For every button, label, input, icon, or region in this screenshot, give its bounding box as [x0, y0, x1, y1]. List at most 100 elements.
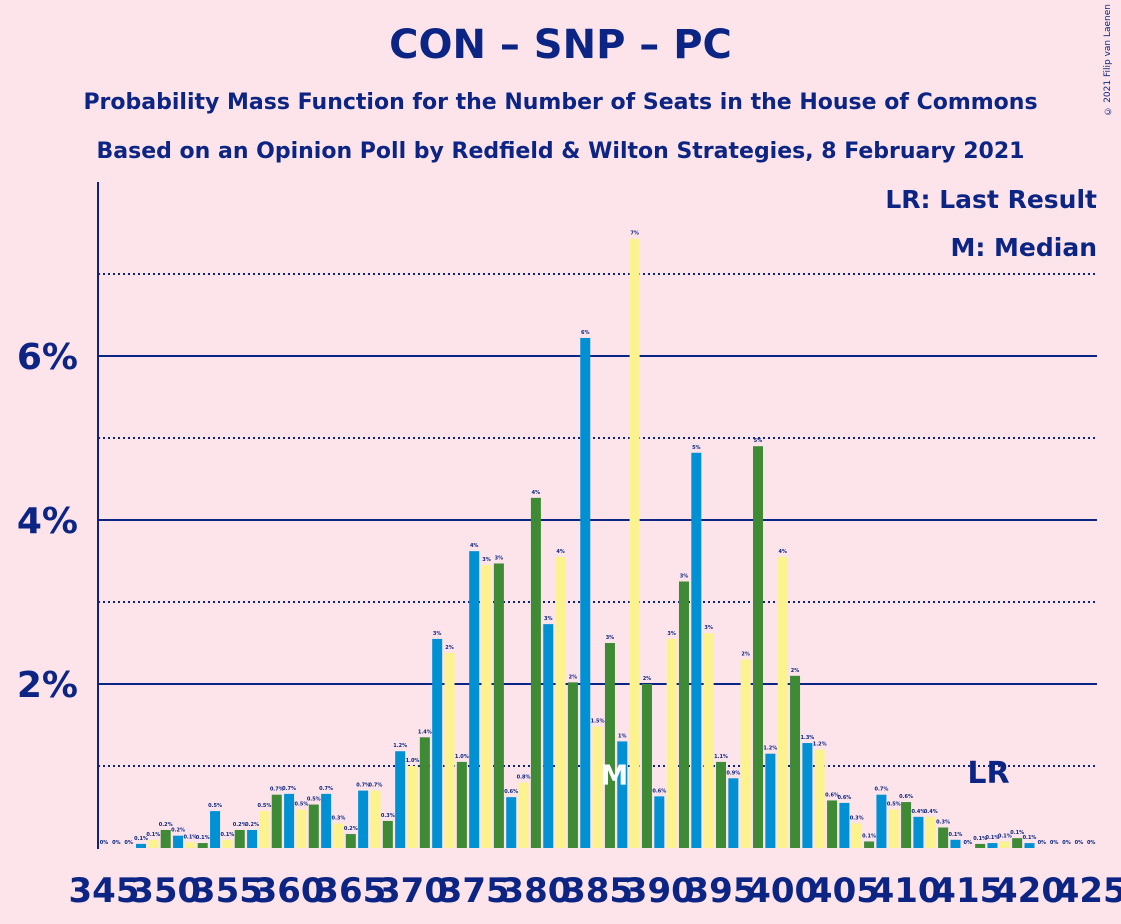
- bar-value-label: 2%: [569, 674, 578, 680]
- bar-value-label: 0.1%: [220, 832, 234, 838]
- bar-seat-394: [703, 633, 714, 848]
- bar-seat-395: [716, 761, 726, 848]
- bar-seat-405: [839, 802, 850, 848]
- bar-seat-348: [136, 843, 147, 848]
- bar-value-label: 0.2%: [159, 822, 173, 828]
- bar-value-label: 0.1%: [1023, 835, 1037, 841]
- bar-seat-375: [469, 551, 480, 848]
- bar-value-label: 7%: [630, 231, 639, 237]
- bar-value-label: 3%: [606, 635, 615, 641]
- bar-seat-361: [296, 809, 307, 848]
- bar-seat-370: [407, 766, 418, 848]
- bar-value-label: 0.1%: [1010, 830, 1024, 836]
- bar-seat-410: [901, 802, 912, 848]
- chart-title: CON – SNP – PC: [389, 22, 732, 68]
- legend-last-result: LR: Last Result: [885, 185, 1097, 214]
- bar-seat-360: [284, 793, 295, 848]
- bar-value-label: 1%: [618, 733, 627, 739]
- bar-value-label: 0.9%: [726, 770, 740, 776]
- x-tick-label: 420: [994, 871, 1065, 911]
- bar-value-label: 6%: [581, 330, 590, 336]
- bar-value-label: 0.7%: [369, 783, 383, 789]
- bar-seat-388: [629, 238, 640, 849]
- x-tick-label: 350: [130, 871, 201, 911]
- bar-value-label: 1.1%: [714, 754, 728, 760]
- bar-value-label: 2%: [643, 676, 652, 682]
- bar-value-label: 0.5%: [295, 801, 309, 807]
- bar-seat-407: [864, 841, 875, 848]
- x-tick-label: 395: [686, 871, 757, 911]
- bar-seat-359: [271, 794, 282, 848]
- bar-seat-403: [814, 749, 825, 848]
- bar-value-label: 0.7%: [282, 786, 296, 792]
- bar-seat-416: [975, 843, 986, 848]
- bar-seat-380: [530, 497, 541, 848]
- bar-seat-354: [210, 811, 221, 848]
- bar-seat-383: [567, 682, 578, 848]
- bar-value-label: 2%: [445, 645, 454, 651]
- bar-value-label: 0.7%: [356, 783, 370, 789]
- bar-value-label: 0.1%: [998, 833, 1012, 839]
- bar-value-label: 0.7%: [319, 786, 333, 792]
- bar-value-label: 1.4%: [418, 729, 432, 735]
- x-tick-label: 360: [254, 871, 325, 911]
- bar-value-label: 2%: [791, 668, 800, 674]
- bar-value-label: 0.6%: [652, 788, 666, 794]
- bar-value-label: 3%: [704, 625, 713, 631]
- x-tick-label: 365: [315, 871, 386, 911]
- bar-seat-367: [370, 790, 381, 848]
- bar-value-label: 0.3%: [850, 815, 864, 821]
- bar-seat-349: [148, 839, 159, 848]
- bar-value-label: 0.4%: [912, 809, 926, 815]
- bar-seat-378: [506, 797, 517, 848]
- bar-value-label: 0.1%: [146, 832, 160, 838]
- y-tick-label: 6%: [17, 337, 78, 378]
- bar-seat-368: [382, 820, 393, 848]
- bar-seat-363: [321, 793, 332, 848]
- bar-seat-352: [185, 842, 196, 848]
- bar-seat-401: [790, 675, 801, 848]
- bar-value-label: 0%: [1087, 840, 1096, 846]
- bar-value-label: 3%: [680, 574, 689, 580]
- bar-value-label: 0.1%: [134, 836, 148, 842]
- bar-value-label: 1.2%: [763, 746, 777, 752]
- bar-seat-371: [419, 737, 430, 848]
- bar-seat-399: [765, 753, 776, 848]
- bar-value-label: 0.3%: [381, 813, 395, 819]
- bar-value-label: 0.7%: [874, 787, 888, 793]
- bar-value-label: 0.1%: [196, 835, 210, 841]
- bar-seat-353: [197, 843, 208, 848]
- x-tick-label: 425: [1056, 871, 1121, 911]
- bar-seat-357: [247, 829, 258, 848]
- y-tick-label: 2%: [17, 665, 78, 706]
- bar-value-label: 4%: [532, 490, 541, 496]
- x-tick-label: 410: [871, 871, 942, 911]
- bar-seat-376: [481, 565, 492, 848]
- bar-value-label: 0%: [964, 840, 973, 846]
- bar-value-label: 0.1%: [986, 835, 1000, 841]
- bar-seat-391: [666, 638, 677, 848]
- bar-value-label: 1.0%: [406, 758, 420, 764]
- x-tick-label: 415: [932, 871, 1003, 911]
- bar-seat-396: [728, 778, 739, 848]
- bar-seat-417: [987, 843, 998, 848]
- bar-value-label: 0.3%: [936, 820, 950, 826]
- bar-value-label: 1.0%: [455, 754, 469, 760]
- bar-seat-414: [950, 839, 961, 848]
- bar-value-label: 0.5%: [208, 803, 222, 809]
- bar-value-label: 1.3%: [800, 735, 814, 741]
- bar-value-label: 0.7%: [270, 787, 284, 793]
- x-tick-label: 400: [747, 871, 818, 911]
- bar-seat-372: [432, 638, 443, 848]
- bar-value-label: 5%: [692, 445, 701, 451]
- bar-seat-418: [999, 841, 1010, 848]
- bar-seat-404: [827, 800, 838, 848]
- bar-seat-420: [1024, 843, 1035, 848]
- bar-value-label: 0%: [100, 840, 109, 846]
- bar-seat-402: [802, 743, 813, 848]
- bar-seat-409: [888, 809, 899, 848]
- bar-value-label: 3%: [433, 631, 442, 637]
- bar-seat-356: [234, 829, 245, 848]
- bar-seat-386: [604, 643, 615, 848]
